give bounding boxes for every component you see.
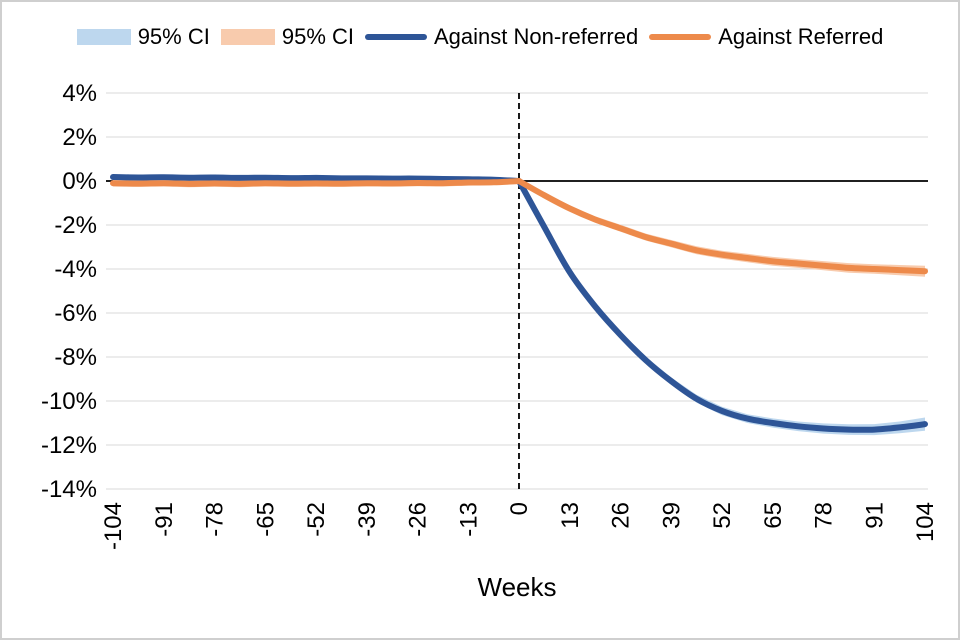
chart-legend: 95% CI 95% CI Against Non-referred Again… (2, 24, 958, 50)
x-tick-label: 26 (608, 502, 635, 529)
series-line (516, 178, 928, 433)
y-tick-label: -10% (41, 388, 97, 415)
legend-item-ci-referred: 95% CI (220, 24, 354, 50)
legend-label: Against Referred (718, 24, 884, 49)
x-tick-label: 65 (760, 502, 787, 529)
legend-label: 95% CI (281, 24, 354, 49)
x-tick-label: -39 (354, 502, 381, 537)
y-tick-label: -8% (54, 344, 97, 371)
legend-item-series-nonreferred: Against Non-referred (365, 24, 638, 50)
y-tick-label: 2% (62, 124, 97, 151)
x-tick-label: -65 (252, 502, 279, 537)
x-tick-label: -104 (100, 502, 127, 550)
legend-item-series-referred: Against Referred (649, 24, 883, 50)
x-axis-title: Weeks (477, 572, 557, 602)
line-swatch-orange (649, 34, 712, 40)
y-tick-label: 0% (62, 168, 97, 195)
x-tick-label: 13 (557, 502, 584, 529)
x-tick-label: -13 (455, 502, 482, 537)
y-tick-label: -2% (54, 212, 97, 239)
x-tick-label: 91 (861, 502, 888, 529)
ci-band-swatch-blue (76, 29, 131, 45)
x-tick-label: 0 (506, 502, 533, 515)
ci-band-swatch-orange (220, 29, 275, 45)
series-line (516, 178, 928, 275)
series-line (110, 178, 522, 187)
line-swatch-blue (365, 34, 427, 40)
legend-label: Against Non-referred (434, 24, 639, 49)
y-tick-label: -12% (41, 432, 97, 459)
x-tick-label: 39 (658, 502, 685, 529)
x-tick-label: 52 (709, 502, 736, 529)
x-tick-label: -91 (151, 502, 178, 537)
x-tick-label: -78 (202, 502, 229, 537)
y-tick-label: -6% (54, 300, 97, 327)
legend-label: 95% CI (137, 24, 210, 49)
x-tick-label: -52 (303, 502, 330, 537)
series-line (110, 174, 522, 184)
legend-item-ci-nonreferred: 95% CI (76, 24, 210, 50)
y-tick-label: -4% (54, 256, 97, 283)
x-tick-label: 104 (912, 502, 939, 542)
x-tick-label: -26 (405, 502, 432, 537)
y-tick-label: -14% (41, 476, 97, 503)
y-tick-label: 4% (62, 80, 97, 107)
x-tick-label: 78 (811, 502, 838, 529)
